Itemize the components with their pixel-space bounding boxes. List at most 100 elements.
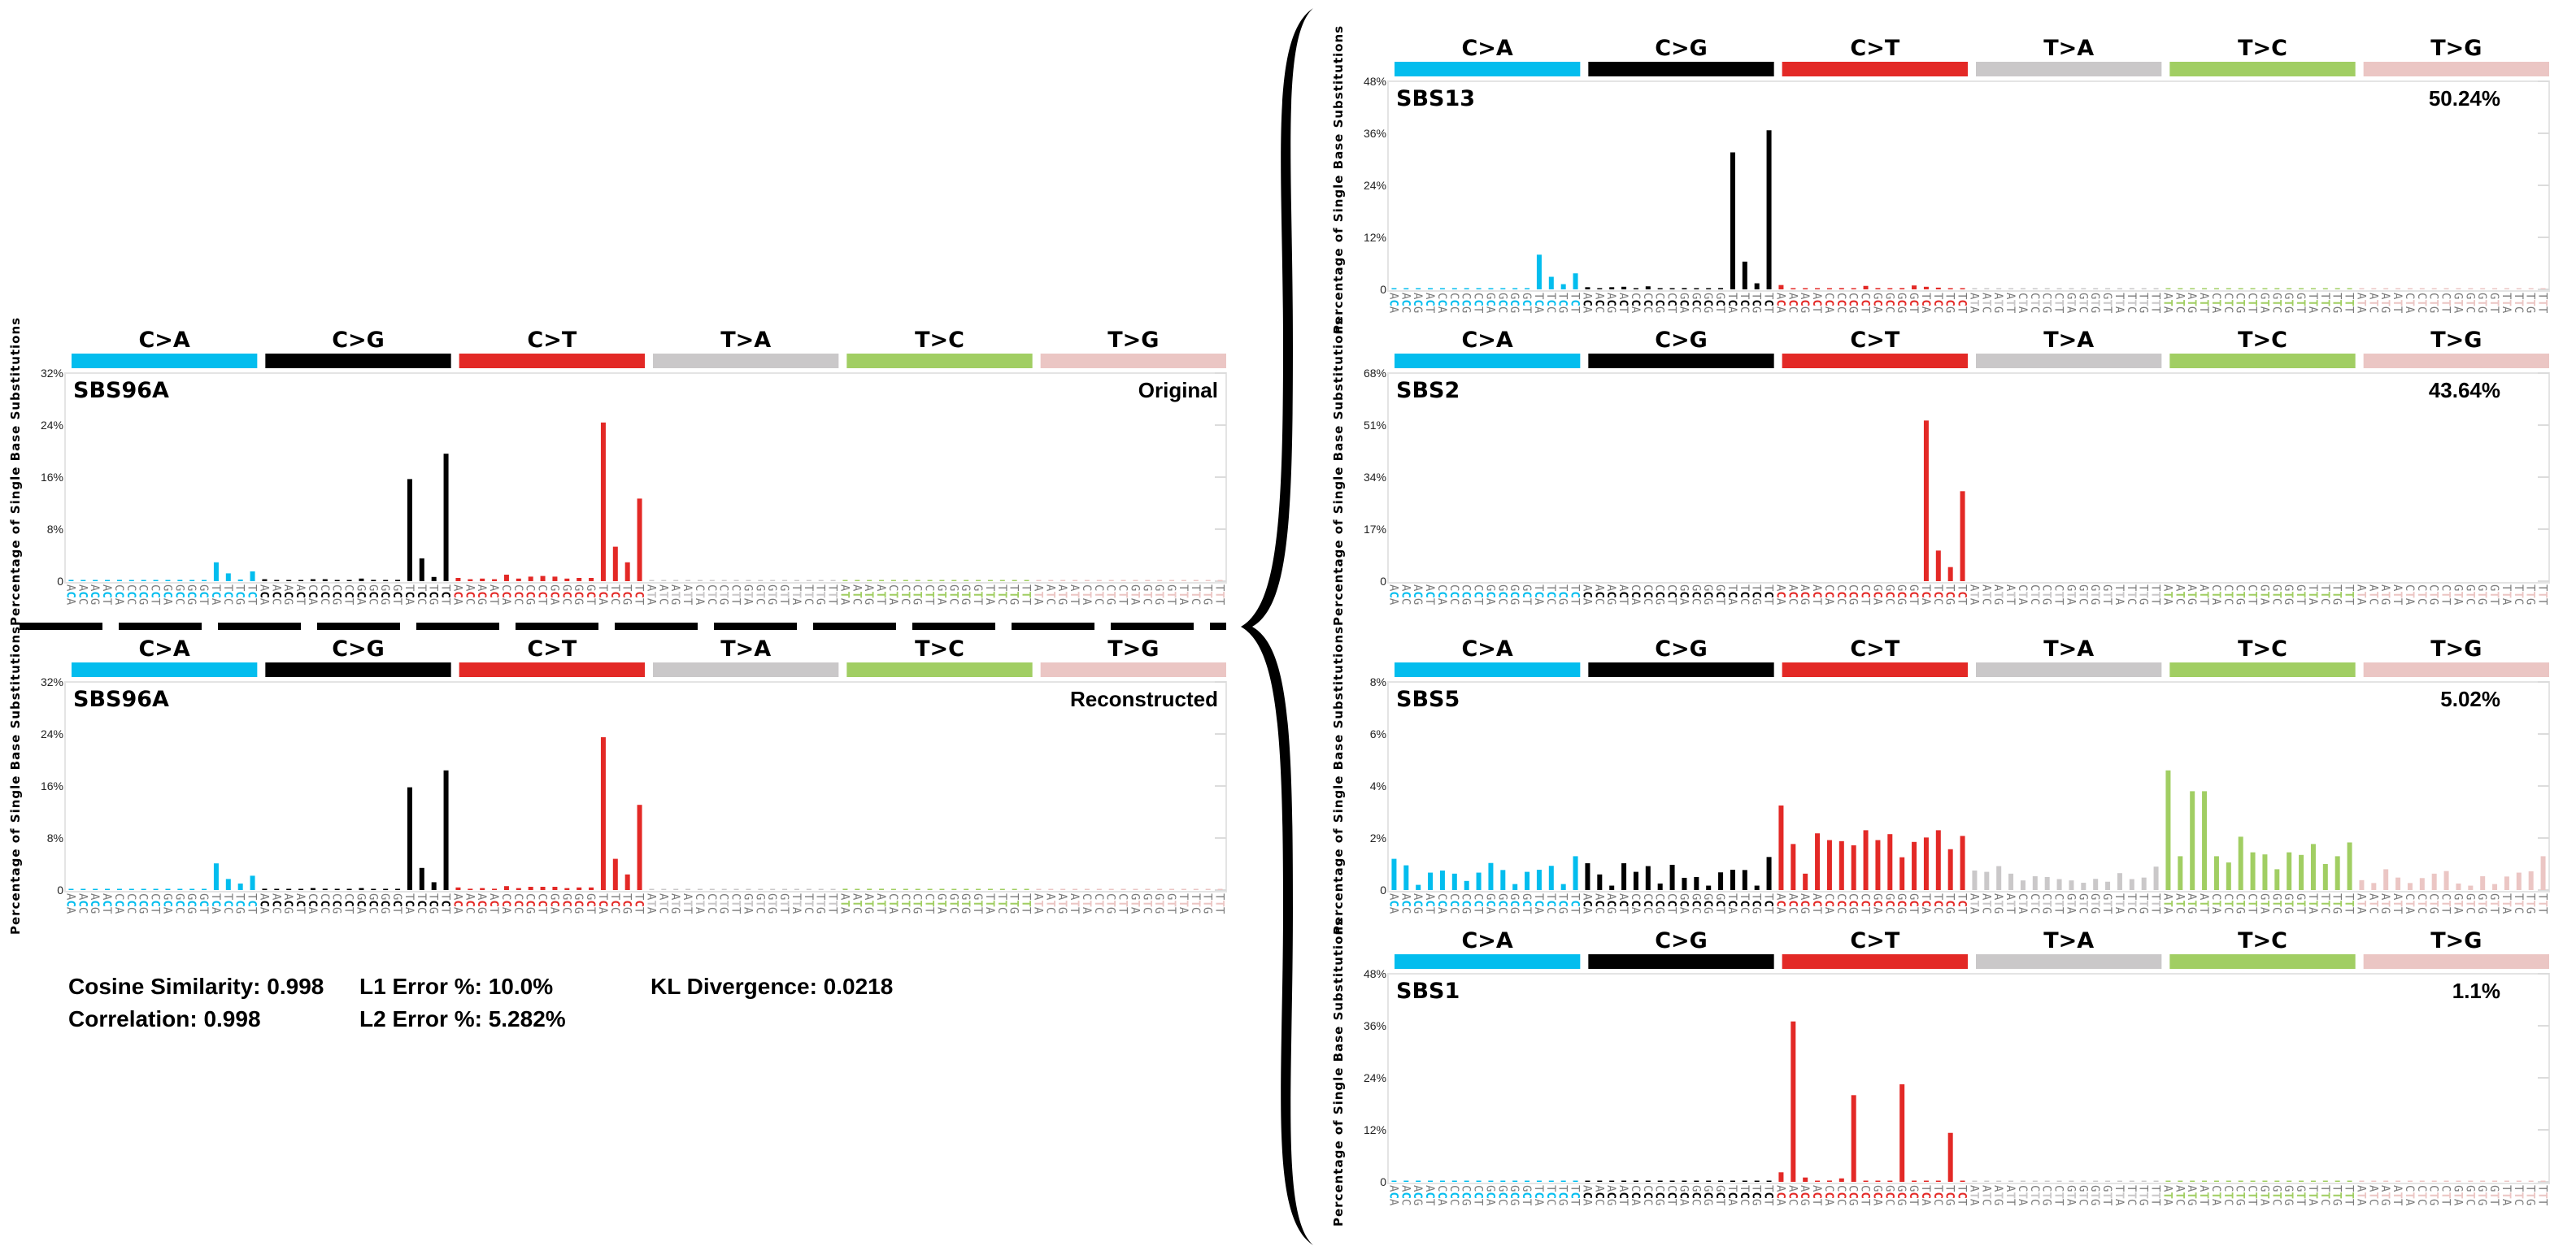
context-label: CTA <box>2403 893 2416 914</box>
context-label: TCC <box>1544 893 1557 914</box>
bar-CtoG-ACA <box>262 888 268 890</box>
bar-TtoA-GTG <box>2093 1180 2099 1182</box>
bar-TtoA-TTC <box>806 888 812 890</box>
bar-CtoG-GCT <box>1718 1180 1724 1182</box>
context-label: TTT <box>2536 293 2549 314</box>
bar-TtoG-GTG <box>2480 876 2486 890</box>
context-label: TTT <box>1020 893 1033 914</box>
context-label: ATG <box>1991 293 2004 313</box>
sbs5-spectrum-chart: C>A C>G C>T T>A T>C T>G 0 2% 4% 6% 8% Percentage of… <box>1331 626 2550 935</box>
context-label: ATA <box>838 893 851 914</box>
context-label: GTT <box>2294 293 2307 314</box>
context-label: ACT <box>294 584 307 606</box>
context-label: TTA <box>2500 893 2513 914</box>
y-tick-label: 36% <box>1364 127 1386 140</box>
context-label: TCA <box>1725 1185 1738 1206</box>
bar-CtoG-TCA <box>1730 870 1735 890</box>
bar-CtoA-TCA <box>1536 870 1542 890</box>
context-label: ATA <box>2160 584 2174 606</box>
context-label: GTC <box>946 584 959 605</box>
context-label: CTA <box>2403 293 2416 314</box>
bar-CtoT-CCC <box>516 888 521 890</box>
sbs2-spectrum-chart: C>A C>G C>T T>A T>C T>G 0 17% 34% 51% 68% Percentag… <box>1331 317 2550 626</box>
bar-CtoA-TCA <box>213 863 219 890</box>
bar-CtoG-TCG <box>431 576 437 581</box>
mutation-type-bar <box>2169 354 2356 368</box>
bar-TtoA-GTA <box>746 888 751 890</box>
context-label: ACG <box>1604 1185 1617 1205</box>
context-label: TCG <box>233 893 246 914</box>
context-label: GCG <box>1895 1185 1908 1205</box>
context-label: CTG <box>2040 293 2053 313</box>
context-label: ACT <box>100 584 113 606</box>
context-label: TTA <box>2113 1185 2126 1206</box>
bar-TtoG-ATT <box>1073 888 1078 890</box>
mutation-type-bar <box>2363 354 2549 368</box>
bar-TtoC-GTG <box>2287 288 2292 289</box>
bar-TtoA-GTA <box>2069 288 2074 289</box>
bar-CtoA-CCT <box>153 580 159 581</box>
bar-CtoG-GCT <box>395 580 401 581</box>
context-label: GCC <box>1689 584 1702 605</box>
bar-TtoC-CTC <box>903 580 908 581</box>
bar-CtoA-ACC <box>1403 1180 1409 1182</box>
bar-CtoG-TCC <box>419 558 424 581</box>
context-label: ACC <box>76 893 89 914</box>
context-label: TCT <box>246 893 259 914</box>
context-label: GTA <box>741 584 754 606</box>
context-label: ATG <box>2185 584 2198 605</box>
bar-TtoC-GTG <box>2287 1180 2292 1182</box>
context-label: ATT <box>2391 293 2404 314</box>
bar-CtoG-ACG <box>1609 1180 1615 1182</box>
bar-CtoG-ACA <box>262 579 268 581</box>
context-label: CCC <box>1447 893 1460 914</box>
context-label: GCG <box>185 584 198 605</box>
bar-CtoT-GCG <box>1899 288 1905 289</box>
context-label: GCG <box>1701 1185 1714 1205</box>
bar-CtoT-TCC <box>1935 550 1941 581</box>
bar-CtoT-TCA <box>1923 286 1929 289</box>
bar-TtoA-TTA <box>794 888 799 890</box>
context-label: TCC <box>1738 893 1751 914</box>
sbs1-spectrum-chart: C>A C>G C>T T>A T>C T>G 0 12% 24% 36% 48% Percentag… <box>1331 918 2550 1227</box>
bar-CtoG-CCA <box>310 888 315 890</box>
context-label: ATA <box>1967 293 1980 314</box>
context-label: ACT <box>1810 293 1823 314</box>
mutation-type-label: C>A <box>138 636 189 662</box>
bar-TtoC-GTA <box>2262 854 2268 890</box>
y-tick-label: 0 <box>1380 884 1386 897</box>
bar-TtoC-GTG <box>964 888 969 890</box>
context-label: GCG <box>1701 893 1714 914</box>
mutation-type-bar <box>265 354 451 368</box>
context-label: ACT <box>1617 1185 1630 1206</box>
context-label: TTG <box>2137 584 2150 605</box>
context-label: TCT <box>1762 584 1775 606</box>
context-label: ACA <box>1773 893 1786 914</box>
bar-CtoG-TCT <box>1766 130 1772 289</box>
context-label: CTT <box>729 893 742 914</box>
context-label: TTT <box>826 893 839 914</box>
bar-CtoG-GCA <box>359 578 364 581</box>
context-label: ACC <box>463 893 476 914</box>
y-tick-label: 68% <box>1364 367 1386 380</box>
bar-TtoC-TTG <box>2334 856 2340 890</box>
context-label: TCG <box>1943 584 1956 605</box>
context-label: CCT <box>1665 893 1678 914</box>
context-label: TTG <box>2524 584 2537 605</box>
bar-TtoA-TTG <box>2141 288 2147 289</box>
context-label: ACC <box>1786 293 1799 313</box>
context-label: CCC <box>511 584 524 605</box>
mutation-type-label: T>G <box>2430 328 2482 353</box>
mutation-type-bar <box>459 662 645 677</box>
y-tick-label: 0 <box>1380 1175 1386 1188</box>
mutation-type-bar <box>2169 62 2356 76</box>
bar-TtoG-TTC <box>2516 1180 2522 1182</box>
context-label: ACC <box>76 584 89 605</box>
context-label: ATT <box>2004 584 2017 606</box>
context-label: CCC <box>318 893 331 914</box>
bar-CtoT-GCT <box>1912 841 1917 890</box>
context-label: GTA <box>2257 293 2270 314</box>
context-label: GTG <box>765 584 778 605</box>
context-label: TCA <box>1919 1185 1932 1206</box>
context-label: GCT <box>1713 893 1726 914</box>
